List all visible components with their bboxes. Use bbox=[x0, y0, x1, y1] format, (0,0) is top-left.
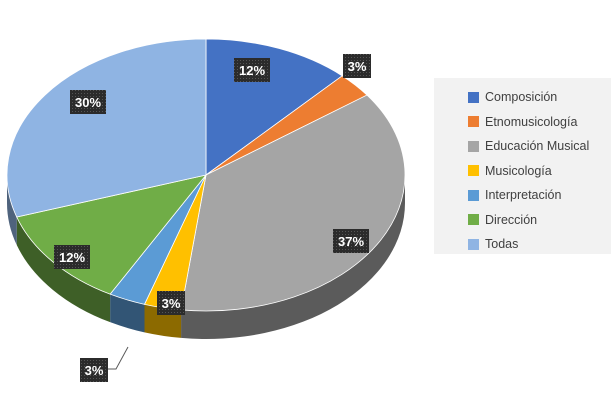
data-label-1: 3% bbox=[348, 59, 367, 74]
legend-swatch-0 bbox=[468, 91, 479, 103]
legend-swatch-3 bbox=[468, 165, 479, 177]
legend-item-5: Dirección bbox=[468, 208, 611, 233]
pie-side-6 bbox=[7, 175, 17, 246]
data-label-6: 30% bbox=[75, 95, 101, 110]
legend-swatch-1 bbox=[468, 116, 479, 128]
data-label-box-3 bbox=[157, 291, 185, 315]
chart-legend: Composición Etnomusicología Educación Musi… bbox=[434, 78, 611, 254]
legend-swatch-2 bbox=[468, 140, 479, 152]
data-label-box-6 bbox=[70, 90, 106, 114]
legend-label-1: Etnomusicología bbox=[485, 114, 578, 129]
pie-slice-2 bbox=[180, 94, 406, 312]
legend-swatch-5 bbox=[468, 214, 479, 226]
legend-swatch-6 bbox=[468, 238, 479, 250]
legend-label-2: Educación Musical bbox=[485, 139, 590, 154]
legend-item-1: Etnomusicología bbox=[468, 110, 611, 135]
legend-item-0: Composición bbox=[468, 85, 611, 110]
data-label-box-1 bbox=[343, 54, 371, 78]
legend-label-5: Dirección bbox=[485, 212, 538, 227]
data-label-box-4 bbox=[80, 358, 108, 382]
data-label-5: 12% bbox=[59, 250, 85, 265]
legend-item-2: Educación Musical bbox=[468, 134, 611, 159]
legend-item-3: Musicología bbox=[468, 159, 611, 184]
data-label-2: 37% bbox=[338, 234, 364, 249]
legend-item-6: Todas bbox=[468, 232, 611, 257]
legend-label-3: Musicología bbox=[485, 163, 552, 178]
legend-item-4: Interpretación bbox=[468, 183, 611, 208]
leader-line-4 bbox=[108, 346, 129, 370]
pie-side-5 bbox=[16, 217, 111, 323]
pie-side-2 bbox=[181, 175, 405, 340]
legend-label-4: Interpretación bbox=[485, 188, 562, 203]
legend-label-6: Todas bbox=[485, 237, 519, 252]
data-label-0: 12% bbox=[239, 63, 265, 78]
data-label-4: 3% bbox=[85, 363, 104, 378]
pie-side-4 bbox=[110, 294, 145, 333]
data-label-box-2 bbox=[333, 229, 369, 253]
data-label-3: 3% bbox=[162, 296, 181, 311]
pie-slice-6 bbox=[6, 38, 207, 218]
data-label-box-5 bbox=[54, 245, 90, 269]
legend-swatch-4 bbox=[468, 189, 479, 201]
data-label-box-0 bbox=[234, 58, 270, 82]
legend-label-0: Composición bbox=[485, 90, 558, 105]
